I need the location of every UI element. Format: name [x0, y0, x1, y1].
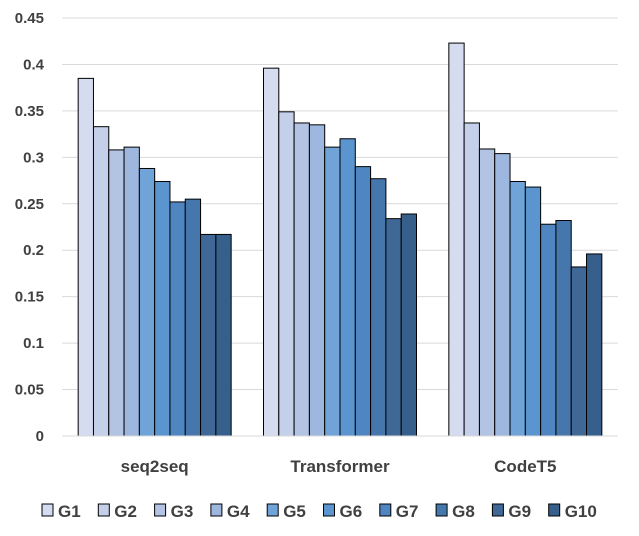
- bar-g2-codet5: [463, 122, 480, 437]
- legend-label: G10: [565, 502, 597, 521]
- x-category-label: seq2seq: [121, 457, 189, 476]
- bar-g9-codet5: [570, 266, 588, 437]
- bar-g3-seq2seq: [108, 149, 125, 437]
- bar-g8-codet5: [555, 219, 572, 437]
- y-tick-label: 0.2: [23, 242, 44, 259]
- legend-label: G4: [227, 502, 250, 521]
- bar-g10-transformer: [400, 213, 418, 437]
- bar-g5-seq2seq: [138, 167, 156, 437]
- y-tick-label: 0.35: [15, 103, 44, 120]
- legend-swatch: [323, 503, 335, 517]
- legend-swatch: [379, 503, 392, 517]
- x-category-label: Transformer: [290, 457, 390, 476]
- legend-label: G3: [171, 502, 194, 521]
- bar-g6-seq2seq: [154, 180, 171, 437]
- bar-g6-codet5: [524, 186, 542, 437]
- bar-g6-transformer: [339, 138, 356, 437]
- legend-label: G2: [114, 502, 137, 521]
- bar-g9-seq2seq: [200, 233, 217, 437]
- legend-swatch: [97, 503, 110, 517]
- bar-g4-codet5: [494, 153, 511, 437]
- bar-g9-transformer: [385, 218, 402, 437]
- legend-swatch: [548, 503, 561, 517]
- legend-label: G6: [340, 502, 363, 521]
- legend-swatch: [266, 503, 279, 517]
- legend-label: G7: [396, 502, 419, 521]
- y-tick-label: 0.4: [23, 56, 45, 73]
- y-tick-label: 0.1: [23, 335, 44, 352]
- legend-swatch: [210, 503, 223, 517]
- y-tick-label: 0: [36, 428, 44, 445]
- y-tick-label: 0.45: [15, 10, 44, 27]
- legend-swatch: [435, 503, 448, 517]
- bar-g10-codet5: [586, 253, 603, 437]
- bars: [77, 42, 603, 437]
- legend-swatch: [154, 503, 167, 517]
- bar-g1-transformer: [263, 67, 280, 437]
- legend-label: G1: [58, 502, 81, 521]
- bar-g1-codet5: [448, 42, 465, 437]
- legend: G1 G2 G3 G4 G5 G6 G7 G8 G9 G10: [41, 502, 597, 521]
- bar-g7-codet5: [540, 223, 557, 437]
- y-tick-label: 0.25: [15, 196, 44, 213]
- bar-g7-seq2seq: [169, 201, 186, 437]
- bar-g1-seq2seq: [77, 77, 94, 437]
- y-axis: 0 0.05 0.1 0.15 0.2 0.25 0.3 0.35 0.4 0.45: [15, 10, 45, 445]
- legend-label: G9: [508, 502, 531, 521]
- y-tick-label: 0.15: [15, 289, 44, 306]
- bar-g3-codet5: [478, 148, 496, 437]
- legend-label: G5: [283, 502, 306, 521]
- bar-g8-seq2seq: [184, 198, 202, 437]
- bar-g5-transformer: [324, 146, 341, 437]
- bar-g4-transformer: [308, 124, 326, 437]
- legend-swatch: [491, 503, 504, 517]
- legend-label: G8: [452, 502, 475, 521]
- bar-g10-seq2seq: [215, 233, 232, 437]
- bar-g3-transformer: [293, 122, 310, 437]
- bar-g5-codet5: [509, 180, 526, 437]
- bar-g7-transformer: [354, 166, 372, 437]
- legend-swatch: [41, 503, 54, 517]
- bar-g4-seq2seq: [123, 146, 140, 437]
- x-axis: seq2seq Transformer CodeT5: [62, 435, 618, 476]
- bar-g8-transformer: [370, 178, 387, 437]
- bar-g2-transformer: [278, 111, 295, 437]
- y-tick-label: 0.05: [15, 382, 44, 399]
- bar-g2-seq2seq: [92, 126, 110, 437]
- y-tick-label: 0.3: [23, 149, 44, 166]
- x-category-label: CodeT5: [494, 457, 556, 476]
